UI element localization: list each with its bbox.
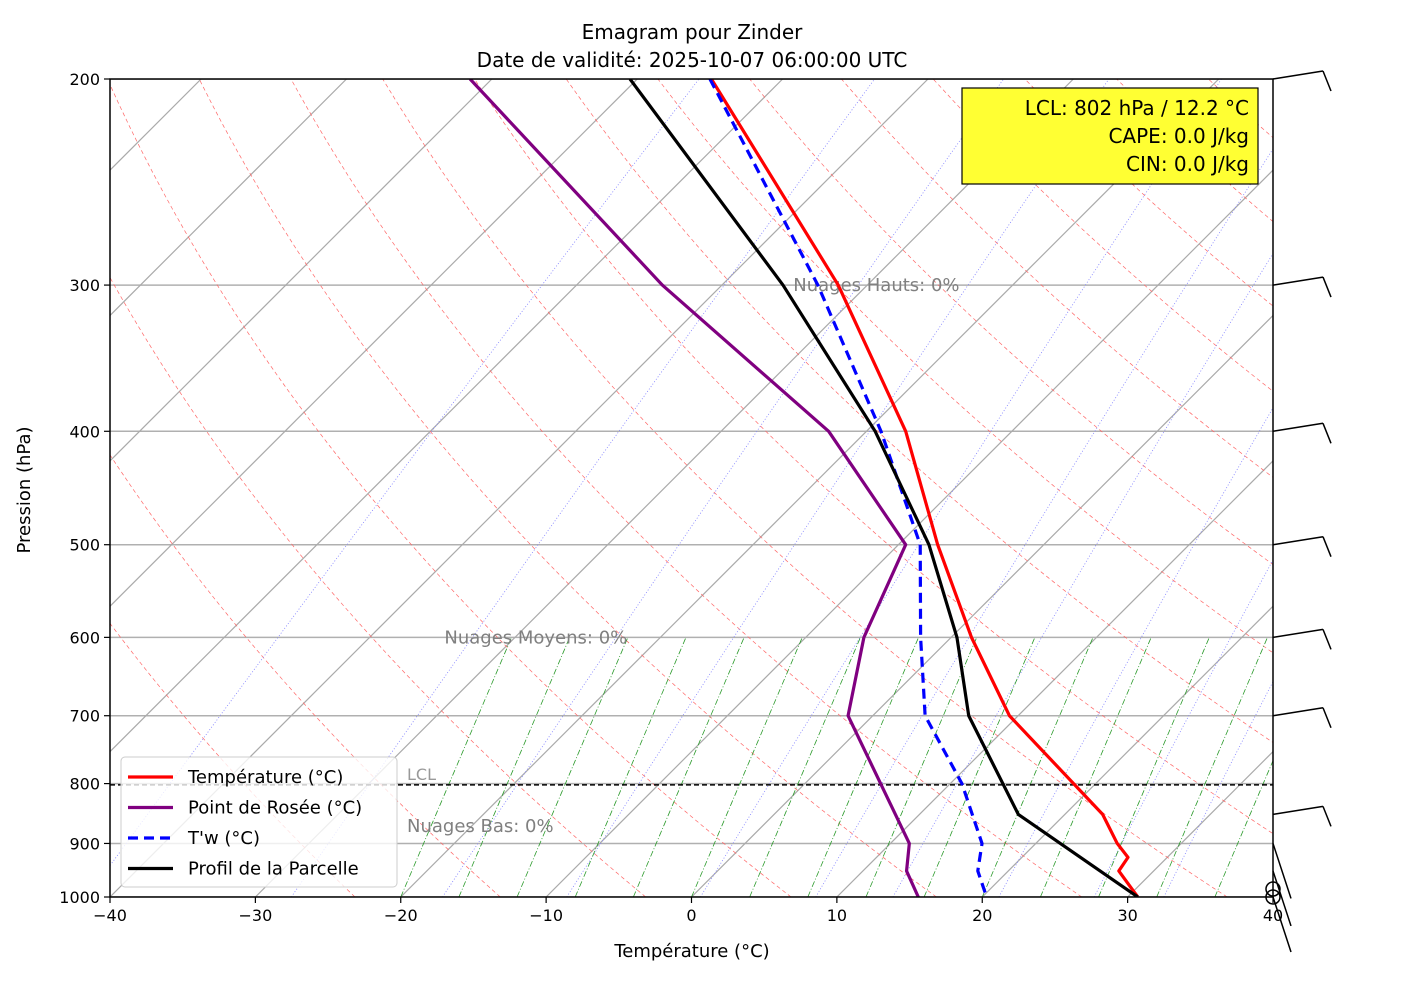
- y-tick-label: 500: [69, 536, 100, 555]
- series-line-1: [470, 79, 918, 897]
- y-tick-label: 400: [69, 422, 100, 441]
- mixing-ratio-line: [567, 79, 1109, 897]
- wind-barb-staff: [1273, 71, 1323, 79]
- isotherm-line: [1128, 79, 1404, 897]
- y-axis-label: Pression (hPa): [14, 426, 35, 553]
- dry-adiabat-line: [1300, 79, 1404, 897]
- x-tick-label: −30: [238, 906, 272, 925]
- wind-barb-staff: [1273, 537, 1323, 545]
- moist-adiabat-line: [1273, 637, 1384, 897]
- dry-adiabat-line: [566, 79, 1404, 897]
- y-tick-label: 600: [69, 628, 100, 647]
- y-tick-label: 300: [69, 276, 100, 295]
- moist-adiabat-line: [517, 637, 628, 897]
- isotherm-line: [692, 79, 1404, 897]
- moist-adiabat-line: [1215, 637, 1326, 897]
- dry-adiabat-line: [658, 79, 1404, 897]
- moist-adiabat-line: [808, 637, 919, 897]
- isotherm-line: [1273, 79, 1404, 897]
- x-tick-label: −10: [529, 906, 563, 925]
- y-tick-label: 700: [69, 707, 100, 726]
- wind-barb-staff: [1273, 806, 1323, 814]
- isotherm-line: [546, 79, 1364, 897]
- x-tick-label: 10: [827, 906, 847, 925]
- x-tick-label: −20: [384, 906, 418, 925]
- x-tick-label: 40: [1263, 906, 1283, 925]
- wind-barb-flag: [1323, 806, 1331, 826]
- wind-barb-staff: [1273, 708, 1323, 716]
- mixing-ratio-line: [893, 79, 1382, 897]
- legend-label: Profil de la Parcelle: [188, 859, 359, 880]
- dry-adiabat-line: [841, 79, 1404, 897]
- chart-subtitle: Date de validité: 2025-10-07 06:00:00 UT…: [477, 48, 908, 72]
- y-tick-label: 1000: [59, 888, 100, 907]
- cloud-annotation: Nuages Moyens: 0%: [444, 627, 627, 648]
- mixing-ratio-line: [999, 79, 1404, 897]
- x-tick-label: −40: [93, 906, 127, 925]
- dry-adiabat-line: [933, 79, 1404, 897]
- x-tick-label: 0: [686, 906, 696, 925]
- wind-barb-flag: [1323, 537, 1331, 557]
- info-box-line: CIN: 0.0 J/kg: [1126, 152, 1249, 176]
- wind-barb-staff: [1273, 423, 1323, 431]
- moist-adiabat-line: [1099, 637, 1210, 897]
- series-line-3: [630, 79, 1138, 897]
- x-tick-label: 20: [972, 906, 992, 925]
- wind-barb-flag: [1323, 71, 1331, 91]
- moist-adiabat-line: [575, 637, 686, 897]
- dry-adiabat-line: [474, 79, 1372, 897]
- wind-barb-staff: [1273, 629, 1323, 637]
- legend-label: Température (°C): [187, 767, 343, 788]
- wind-barb-flag: [1323, 629, 1331, 649]
- dry-adiabat-line: [750, 79, 1404, 897]
- lcl-label: LCL: [407, 765, 436, 784]
- moist-adiabat-line: [692, 637, 803, 897]
- x-tick-label: 30: [1117, 906, 1137, 925]
- moist-adiabat-line: [982, 637, 1093, 897]
- mixing-ratio-line: [1164, 79, 1404, 897]
- info-box-line: CAPE: 0.0 J/kg: [1108, 124, 1249, 148]
- dry-adiabat-line: [1025, 79, 1404, 897]
- cloud-annotation: Nuages Bas: 0%: [407, 816, 554, 837]
- wind-barb-flag: [1323, 277, 1331, 297]
- wind-barb-staff: [1273, 277, 1323, 285]
- info-box-line: LCL: 802 hPa / 12.2 °C: [1025, 96, 1249, 120]
- x-axis-label: Température (°C): [613, 941, 769, 962]
- chart-title: Emagram pour Zinder: [582, 20, 804, 44]
- legend-label: Point de Rosée (°C): [188, 798, 362, 819]
- series-line-0: [711, 79, 1137, 897]
- y-tick-label: 200: [69, 70, 100, 89]
- series-line-2: [710, 79, 987, 897]
- moist-adiabat-line: [1157, 637, 1268, 897]
- moist-adiabat-line: [633, 637, 744, 897]
- y-tick-label: 900: [69, 834, 100, 853]
- dry-adiabat-line: [1117, 79, 1404, 897]
- mixing-ratio-line: [700, 79, 1221, 897]
- dry-adiabat-line: [1208, 79, 1404, 897]
- isotherm-line: [982, 79, 1404, 897]
- y-tick-label: 800: [69, 775, 100, 794]
- wind-barb-flag: [1323, 423, 1331, 443]
- legend-label: T'w (°C): [187, 828, 260, 849]
- wind-barb-flag: [1323, 708, 1331, 728]
- dry-adiabat-line: [1392, 79, 1404, 897]
- mixing-ratio-line: [1094, 79, 1404, 897]
